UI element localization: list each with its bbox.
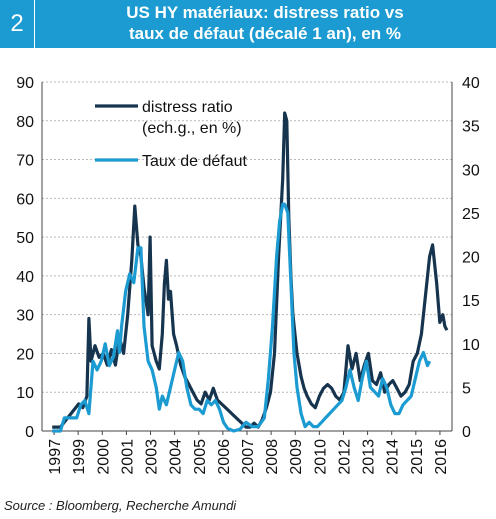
legend-label: Taux de défaut (142, 153, 248, 170)
right-tick-label: 5 (462, 380, 471, 397)
source-note: Source : Bloomberg, Recherche Amundi (4, 498, 237, 513)
header-separator (34, 0, 35, 48)
chart-title-line2: taux de défaut (décalé 1 an), en % (128, 24, 402, 43)
right-tick-label: 0 (462, 424, 471, 441)
x-tick-label: 2010 (312, 439, 329, 475)
right-tick-label: 40 (462, 75, 480, 92)
x-tick-label: 2016 (433, 439, 450, 475)
chart-header: 2 US HY matériaux: distress ratio vs tau… (0, 0, 496, 48)
left-tick-label: 60 (16, 191, 34, 208)
left-tick-label: 10 (16, 385, 34, 402)
x-axis-ticks: 1997 1999 2000 2001 2003 2004 2005 2006 2007 2008… (47, 431, 450, 475)
right-tick-label: 25 (462, 206, 480, 223)
x-tick-label: 2012 (336, 439, 353, 475)
x-tick-label: 1997 (47, 439, 64, 475)
right-tick-label: 30 (462, 162, 480, 179)
x-tick-label: 2006 (216, 439, 233, 475)
series-lines (52, 111, 449, 433)
left-tick-label: 90 (16, 75, 34, 92)
x-tick-label: 2001 (119, 439, 136, 475)
left-tick-label: 30 (16, 308, 34, 325)
x-tick-label: 2005 (192, 439, 209, 475)
left-tick-label: 0 (25, 424, 34, 441)
x-tick-label: 2013 (361, 439, 378, 475)
left-tick-label: 50 (16, 230, 34, 247)
left-tick-label: 70 (16, 153, 34, 170)
x-tick-label: 2003 (144, 439, 161, 475)
right-tick-label: 15 (462, 293, 480, 310)
chart-title: US HY matériaux: distress ratio vs taux … (40, 2, 490, 46)
left-tick-label: 40 (16, 269, 34, 286)
chart-number: 2 (10, 10, 24, 37)
gridlines (41, 81, 453, 432)
right-axis-ticks: 0 5 10 15 20 25 30 35 40 (462, 75, 480, 441)
right-tick-label: 20 (462, 250, 480, 267)
x-tick-label: 2009 (288, 439, 305, 475)
left-tick-label: 80 (16, 114, 34, 131)
x-tick-label: 2015 (409, 439, 426, 475)
left-tick-label: 20 (16, 346, 34, 363)
x-tick-label: 2007 (240, 439, 257, 475)
line-chart: 0 10 20 30 40 50 60 70 80 90 0 5 10 15 20 25 30 35 40 199… (16, 75, 480, 475)
x-tick-label: 2000 (95, 439, 112, 475)
default-rate-line (52, 202, 432, 433)
x-tick-label: 1999 (71, 439, 88, 475)
legend-label: distress ratio (142, 99, 233, 116)
right-tick-label: 35 (462, 119, 480, 136)
chart-legend: distress ratio (ech.g., en %) Taux de défa… (95, 99, 248, 170)
x-tick-label: 2014 (385, 439, 402, 475)
legend-label: (ech.g., en %) (142, 120, 242, 137)
right-tick-label: 10 (462, 337, 480, 354)
x-tick-label: 2008 (264, 439, 281, 475)
left-axis-ticks: 0 10 20 30 40 50 60 70 80 90 (16, 75, 34, 441)
chart-title-line1: US HY matériaux: distress ratio vs (126, 3, 404, 22)
x-tick-label: 2004 (168, 439, 185, 475)
